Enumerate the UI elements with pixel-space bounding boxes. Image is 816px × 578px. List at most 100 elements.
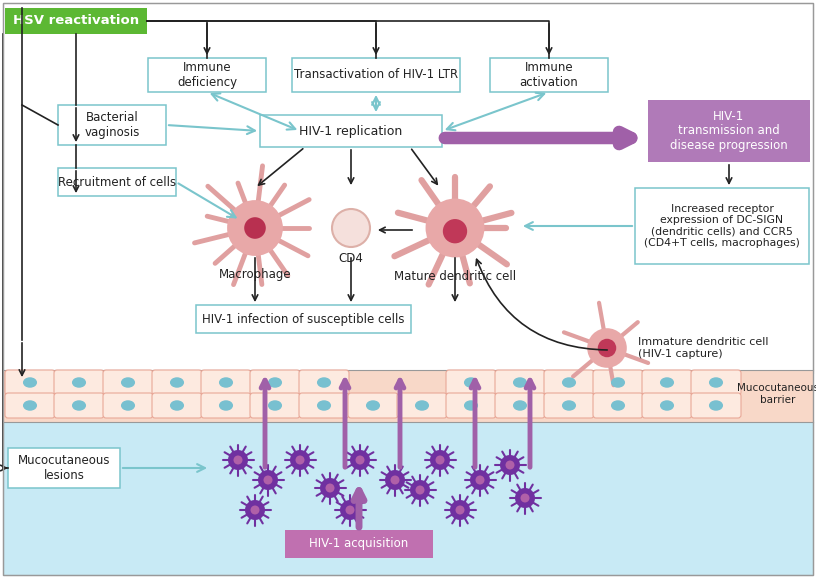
FancyBboxPatch shape	[58, 105, 166, 145]
Ellipse shape	[121, 377, 135, 388]
FancyBboxPatch shape	[250, 393, 300, 418]
Circle shape	[326, 484, 335, 492]
FancyBboxPatch shape	[54, 393, 104, 418]
FancyBboxPatch shape	[201, 370, 251, 395]
Ellipse shape	[219, 377, 233, 388]
FancyBboxPatch shape	[397, 393, 447, 418]
Circle shape	[227, 200, 283, 256]
FancyBboxPatch shape	[201, 393, 251, 418]
FancyBboxPatch shape	[593, 393, 643, 418]
Circle shape	[426, 199, 485, 257]
FancyBboxPatch shape	[642, 393, 692, 418]
Circle shape	[244, 217, 266, 239]
Circle shape	[598, 339, 616, 357]
Ellipse shape	[709, 401, 723, 411]
FancyBboxPatch shape	[152, 393, 202, 418]
Text: Mucocutaneous
barrier: Mucocutaneous barrier	[737, 383, 816, 405]
Circle shape	[476, 476, 485, 484]
Text: Immune
activation: Immune activation	[520, 61, 579, 89]
Ellipse shape	[317, 377, 331, 388]
Circle shape	[295, 455, 304, 465]
Ellipse shape	[72, 377, 86, 388]
Circle shape	[521, 494, 530, 502]
Ellipse shape	[709, 377, 723, 388]
Text: Immune
deficiency: Immune deficiency	[177, 61, 237, 89]
Ellipse shape	[562, 401, 576, 411]
Text: HSV reactivation: HSV reactivation	[13, 14, 139, 28]
Ellipse shape	[170, 401, 184, 411]
Ellipse shape	[660, 401, 674, 411]
FancyBboxPatch shape	[148, 58, 266, 92]
Text: Immature dendritic cell
(HIV-1 capture): Immature dendritic cell (HIV-1 capture)	[638, 337, 769, 359]
Circle shape	[505, 461, 515, 469]
Text: HIV-1 replication: HIV-1 replication	[299, 124, 402, 138]
Circle shape	[515, 488, 535, 508]
FancyBboxPatch shape	[635, 188, 809, 264]
Text: Transactivation of HIV-1 LTR: Transactivation of HIV-1 LTR	[294, 69, 458, 81]
Circle shape	[251, 506, 259, 514]
FancyBboxPatch shape	[5, 393, 55, 418]
Circle shape	[500, 455, 520, 475]
Text: HIV-1 infection of susceptible cells: HIV-1 infection of susceptible cells	[202, 313, 405, 325]
Text: Recruitment of cells: Recruitment of cells	[58, 176, 176, 188]
Ellipse shape	[219, 401, 233, 411]
FancyBboxPatch shape	[446, 370, 496, 395]
Circle shape	[470, 470, 490, 490]
Ellipse shape	[268, 401, 282, 411]
Circle shape	[410, 480, 430, 500]
FancyBboxPatch shape	[648, 100, 810, 162]
Ellipse shape	[562, 377, 576, 388]
Text: Mucocutaneous
lesions: Mucocutaneous lesions	[18, 454, 110, 482]
FancyBboxPatch shape	[495, 370, 545, 395]
Ellipse shape	[23, 401, 37, 411]
FancyBboxPatch shape	[152, 370, 202, 395]
FancyBboxPatch shape	[8, 448, 120, 488]
FancyBboxPatch shape	[299, 393, 349, 418]
FancyBboxPatch shape	[58, 168, 176, 196]
Circle shape	[436, 455, 445, 465]
Ellipse shape	[72, 401, 86, 411]
Circle shape	[290, 450, 310, 470]
Ellipse shape	[611, 401, 625, 411]
Ellipse shape	[366, 401, 380, 411]
FancyBboxPatch shape	[250, 370, 300, 395]
FancyBboxPatch shape	[544, 370, 594, 395]
Ellipse shape	[611, 377, 625, 388]
FancyBboxPatch shape	[495, 393, 545, 418]
FancyBboxPatch shape	[691, 370, 741, 395]
Text: HIV-1 acquisition: HIV-1 acquisition	[309, 538, 409, 550]
Circle shape	[430, 450, 450, 470]
Ellipse shape	[317, 401, 331, 411]
Circle shape	[245, 500, 265, 520]
Circle shape	[415, 486, 424, 495]
Text: Bacterial
vaginosis: Bacterial vaginosis	[84, 111, 140, 139]
Ellipse shape	[513, 377, 527, 388]
Circle shape	[350, 450, 370, 470]
Circle shape	[588, 328, 627, 368]
FancyBboxPatch shape	[348, 393, 398, 418]
FancyBboxPatch shape	[446, 393, 496, 418]
Circle shape	[345, 506, 354, 514]
Ellipse shape	[660, 377, 674, 388]
FancyBboxPatch shape	[642, 370, 692, 395]
FancyBboxPatch shape	[54, 370, 104, 395]
Text: CD4: CD4	[339, 252, 363, 265]
FancyBboxPatch shape	[691, 393, 741, 418]
FancyBboxPatch shape	[103, 393, 153, 418]
FancyBboxPatch shape	[3, 3, 813, 373]
Ellipse shape	[513, 401, 527, 411]
Circle shape	[258, 470, 278, 490]
FancyBboxPatch shape	[544, 393, 594, 418]
Ellipse shape	[464, 401, 478, 411]
Circle shape	[455, 506, 464, 514]
Ellipse shape	[415, 401, 429, 411]
Circle shape	[264, 476, 273, 484]
Circle shape	[450, 500, 470, 520]
FancyBboxPatch shape	[299, 370, 349, 395]
Circle shape	[233, 455, 242, 465]
FancyBboxPatch shape	[3, 420, 813, 575]
Circle shape	[385, 470, 405, 490]
Text: Macrophage: Macrophage	[219, 268, 291, 281]
Ellipse shape	[23, 377, 37, 388]
Text: Mature dendritic cell: Mature dendritic cell	[394, 270, 516, 283]
